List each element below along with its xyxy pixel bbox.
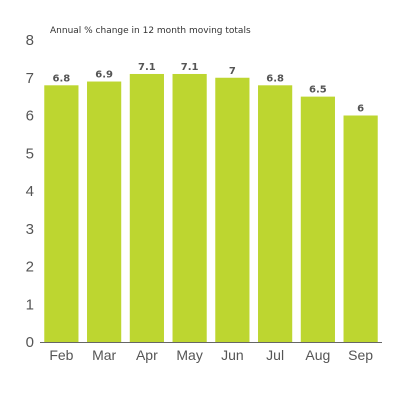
data-label: 7.1: [138, 62, 156, 73]
x-tick-label: Sep: [348, 347, 373, 363]
y-tick-label: 3: [26, 221, 34, 238]
y-tick-label: 1: [26, 296, 34, 313]
x-tick-label: Jul: [266, 347, 284, 363]
y-tick-label: 5: [26, 145, 34, 162]
y-tick-label: 8: [26, 32, 34, 49]
data-label: 6.5: [309, 85, 327, 96]
data-label: 7: [229, 66, 236, 77]
y-tick-label: 0: [26, 334, 34, 351]
data-label: 7.1: [181, 62, 199, 73]
bar-apr: [129, 73, 164, 342]
bar-sep: [343, 115, 378, 342]
bar-jul: [258, 85, 293, 343]
chart-title: Annual % change in 12 month moving total…: [50, 26, 251, 36]
y-tick-label: 4: [26, 183, 34, 200]
data-label: 6: [357, 104, 364, 115]
x-tick-label: Mar: [92, 347, 116, 363]
x-tick-label: Apr: [136, 347, 158, 363]
data-labels: 6.8 6.9 7.1 7.1 7 6.8 6.5 6: [53, 62, 365, 115]
y-axis-ticks: 0 1 2 3 4 5 6 7 8: [26, 32, 34, 351]
data-label: 6.9: [95, 70, 113, 81]
y-tick-label: 6: [26, 108, 34, 125]
x-tick-label: Jun: [221, 347, 244, 363]
y-tick-label: 2: [26, 259, 34, 276]
x-tick-label: May: [176, 347, 202, 363]
data-label: 6.8: [53, 73, 71, 84]
x-tick-label: Feb: [49, 347, 73, 363]
y-tick-label: 7: [26, 70, 34, 87]
bar-jun: [215, 77, 250, 342]
data-label: 6.8: [266, 73, 284, 84]
x-axis-ticks: Feb Mar Apr May Jun Jul Aug Sep: [49, 347, 373, 363]
x-tick-label: Aug: [305, 347, 330, 363]
bar-aug: [300, 96, 335, 342]
bars: [44, 73, 378, 343]
bar-mar: [87, 81, 122, 343]
bar-may: [172, 73, 207, 342]
bar-feb: [44, 85, 79, 343]
